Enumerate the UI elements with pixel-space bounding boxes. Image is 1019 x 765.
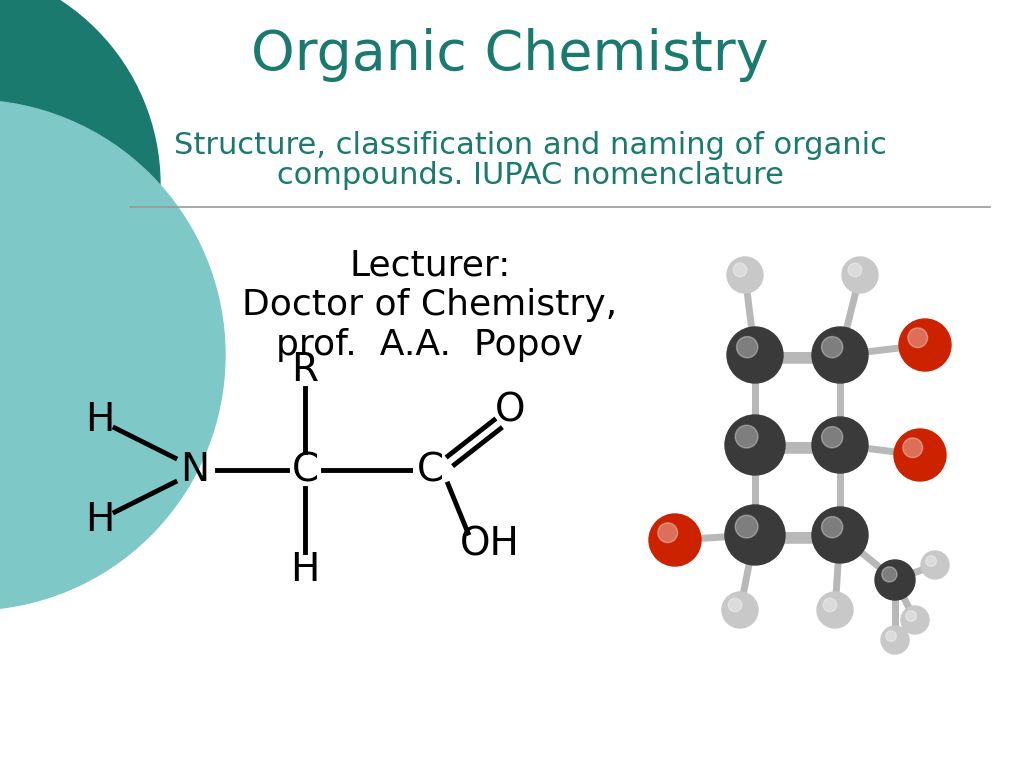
- Circle shape: [820, 427, 842, 448]
- Text: H: H: [86, 401, 114, 439]
- Circle shape: [907, 328, 926, 347]
- Text: Organic Chemistry: Organic Chemistry: [251, 28, 768, 82]
- Circle shape: [735, 515, 757, 538]
- Circle shape: [736, 337, 757, 358]
- Circle shape: [733, 263, 746, 277]
- Text: compounds. IUPAC nomenclature: compounds. IUPAC nomenclature: [276, 161, 783, 190]
- Circle shape: [811, 327, 867, 383]
- Circle shape: [735, 425, 757, 448]
- Text: N: N: [180, 451, 209, 489]
- Circle shape: [900, 606, 928, 634]
- Circle shape: [820, 516, 842, 538]
- Circle shape: [725, 505, 785, 565]
- Circle shape: [905, 610, 915, 621]
- Circle shape: [874, 560, 914, 600]
- Text: O: O: [494, 391, 525, 429]
- Circle shape: [884, 631, 896, 641]
- Circle shape: [881, 567, 896, 582]
- Circle shape: [841, 257, 877, 293]
- Circle shape: [721, 592, 757, 628]
- Circle shape: [880, 626, 908, 654]
- Circle shape: [0, 100, 225, 610]
- Circle shape: [925, 555, 935, 566]
- Text: H: H: [86, 501, 114, 539]
- Text: prof.  A.A.  Popov: prof. A.A. Popov: [276, 328, 583, 362]
- Text: C: C: [416, 451, 443, 489]
- Circle shape: [820, 337, 842, 358]
- Text: C: C: [291, 451, 318, 489]
- Text: OH: OH: [460, 526, 520, 564]
- Circle shape: [728, 598, 741, 612]
- Text: Lecturer:: Lecturer:: [348, 248, 511, 282]
- Circle shape: [902, 438, 922, 457]
- Circle shape: [727, 257, 762, 293]
- Circle shape: [811, 417, 867, 473]
- Text: Doctor of Chemistry,: Doctor of Chemistry,: [243, 288, 616, 322]
- Circle shape: [898, 319, 950, 371]
- Text: R: R: [291, 351, 318, 389]
- Circle shape: [727, 327, 783, 383]
- Circle shape: [811, 507, 867, 563]
- Circle shape: [847, 263, 861, 277]
- Circle shape: [822, 598, 836, 612]
- Circle shape: [648, 514, 700, 566]
- Circle shape: [0, 0, 160, 405]
- Text: Structure, classification and naming of organic: Structure, classification and naming of …: [173, 131, 886, 159]
- Circle shape: [920, 551, 948, 579]
- Text: H: H: [290, 551, 319, 589]
- Circle shape: [893, 429, 945, 481]
- Circle shape: [816, 592, 852, 628]
- Circle shape: [725, 415, 785, 475]
- Circle shape: [657, 522, 677, 542]
